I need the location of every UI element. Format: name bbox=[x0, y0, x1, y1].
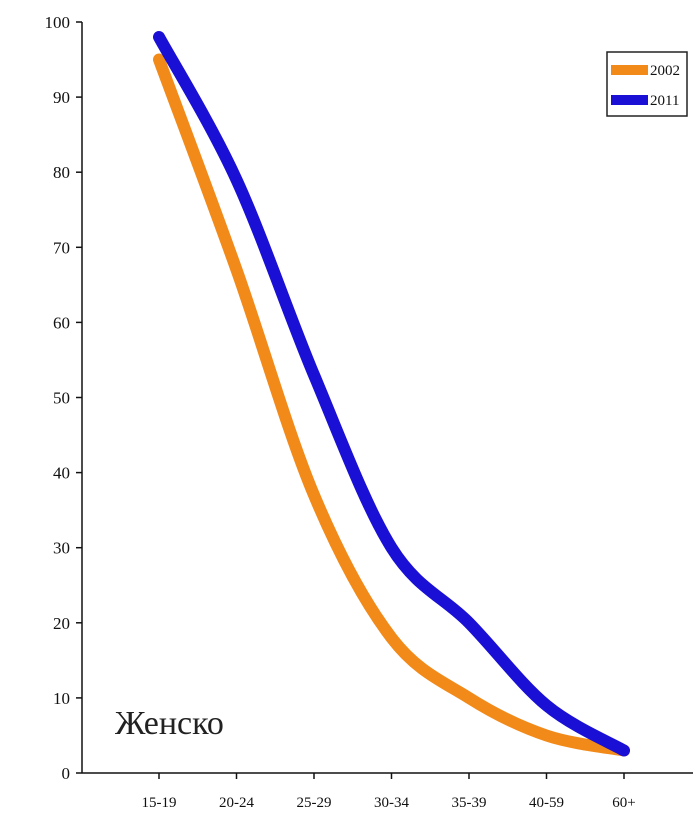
data-point-2002-30-34 bbox=[389, 635, 394, 640]
data-point-2002-40-59 bbox=[544, 733, 549, 738]
x-tick-label: 15-19 bbox=[142, 795, 177, 811]
y-tick-label: 40 bbox=[53, 464, 70, 483]
data-point-2011-60+ bbox=[622, 748, 626, 753]
y-tick-label: 30 bbox=[53, 539, 70, 558]
legend-box bbox=[606, 51, 688, 117]
y-tick-label: 70 bbox=[53, 238, 70, 257]
data-point-2002-15-19 bbox=[157, 57, 161, 62]
y-tick-label: 0 bbox=[62, 764, 71, 783]
y-tick-label: 90 bbox=[53, 88, 70, 107]
series-layer bbox=[153, 31, 630, 757]
legend-label-2002: 2002 bbox=[650, 63, 680, 79]
y-axis: 0 10 20 30 40 50 60 70 80 90 100 bbox=[45, 13, 83, 783]
y-tick-label: 80 bbox=[53, 163, 70, 182]
data-point-2011-15-19 bbox=[157, 35, 161, 40]
x-tick-label: 60+ bbox=[612, 795, 635, 811]
data-point-2011-35-39 bbox=[467, 620, 471, 625]
x-tick-label: 30-34 bbox=[374, 795, 409, 811]
y-tick-label: 100 bbox=[45, 13, 71, 32]
x-tick-label: 40-59 bbox=[529, 795, 564, 811]
x-tick-label: 35-39 bbox=[452, 795, 487, 811]
x-tick-label: 25-29 bbox=[297, 795, 332, 811]
data-point-2002-20-24 bbox=[234, 267, 239, 272]
data-point-2002-35-39 bbox=[467, 695, 471, 700]
data-point-2011-25-29 bbox=[312, 372, 316, 377]
y-tick-label: 10 bbox=[53, 689, 70, 708]
x-axis: 15-19 20-24 25-29 30-34 35-39 40-59 60+ bbox=[82, 772, 693, 811]
data-point-2011-20-24 bbox=[234, 177, 239, 182]
y-tick-label: 20 bbox=[53, 614, 70, 633]
chart-annotation: Женско bbox=[115, 705, 224, 742]
legend: 2002 2011 bbox=[606, 51, 688, 117]
series-line-2002 bbox=[153, 53, 630, 757]
x-tick-label: 20-24 bbox=[219, 795, 254, 811]
data-point-2011-40-59 bbox=[544, 703, 549, 708]
y-tick-label: 50 bbox=[53, 389, 70, 408]
legend-label-2011: 2011 bbox=[650, 93, 679, 109]
data-point-2011-30-34 bbox=[389, 545, 394, 550]
y-tick-label: 60 bbox=[53, 313, 70, 332]
data-point-2002-25-29 bbox=[312, 493, 316, 498]
